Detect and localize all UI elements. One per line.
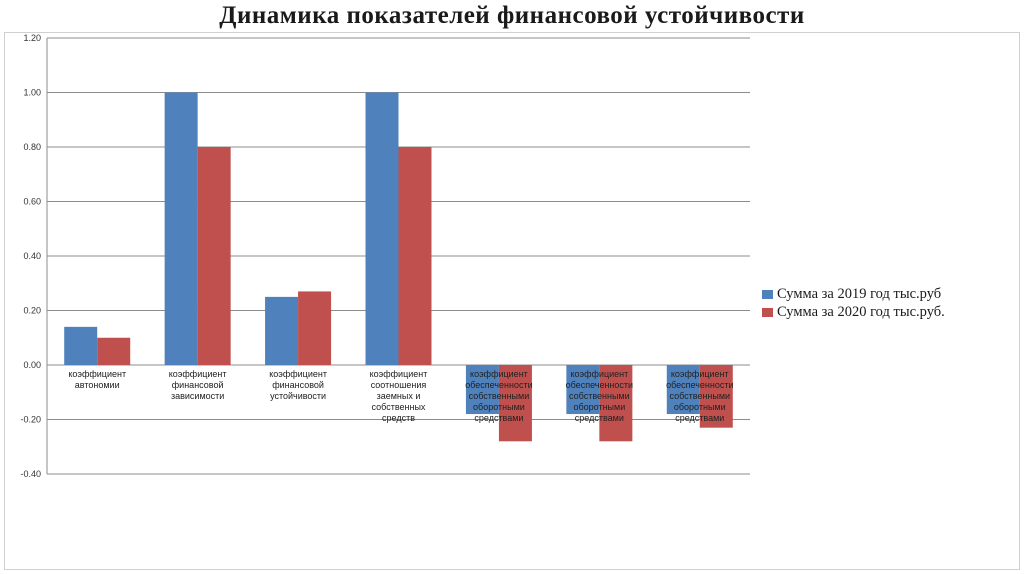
y-tick-label: -0.40: [20, 469, 41, 479]
bar-2020-cat-1: [97, 337, 131, 365]
bar-2019-cat-3: [265, 296, 299, 365]
y-tick-label: 1.00: [23, 88, 41, 98]
bar-2020-cat-7: [699, 365, 733, 428]
y-tick-label: 0.80: [23, 142, 41, 152]
legend-swatch-2019: [762, 289, 773, 299]
x-category-label: коэффициент финансовой зависимости: [169, 369, 227, 401]
legend-swatch-2020: [762, 307, 773, 317]
bar-2020-cat-6: [599, 365, 633, 442]
x-category-label: коэффициент соотношения заемных и собственн…: [370, 369, 428, 423]
bar-2019-cat-4: [365, 92, 399, 365]
y-tick-label: -0.20: [20, 415, 41, 425]
bar-2020-cat-2: [197, 147, 231, 365]
bar-2020-cat-5: [498, 365, 532, 442]
y-tick-label: 0.60: [23, 197, 41, 207]
bar-2020-cat-4: [398, 147, 432, 365]
bar-2019-cat-5: [465, 365, 499, 415]
bar-2020-cat-3: [298, 291, 332, 365]
legend-label-2020: Сумма за 2020 год тыс.руб.: [777, 303, 945, 320]
legend-item-2020: Сумма за 2020 год тыс.руб.: [762, 303, 945, 321]
bar-2019-cat-2: [164, 92, 198, 365]
chart-border: [4, 32, 1020, 570]
legend-label-2019: Сумма за 2019 год тыс.руб: [777, 285, 942, 302]
bar-2019-cat-6: [566, 365, 600, 415]
legend-item-2019: Сумма за 2019 год тыс.руб: [762, 285, 945, 303]
bar-2019-cat-1: [64, 326, 98, 365]
chart-legend: Сумма за 2019 год тыс.руб Сумма за 2020 …: [762, 285, 945, 321]
y-tick-label: 0.40: [23, 251, 41, 261]
y-tick-label: 0.00: [23, 360, 41, 370]
bar-2019-cat-7: [666, 365, 700, 415]
x-category-label: коэффициент обеспеченности собственными обо…: [666, 369, 733, 423]
x-category-label: коэффициент автономии: [68, 369, 126, 390]
y-tick-label: 1.20: [23, 33, 41, 43]
chart-title: Динамика показателей финансовой устойчив…: [219, 2, 805, 29]
x-category-label: коэффициент обеспеченности собственными обо…: [566, 369, 633, 423]
x-category-label: коэффициент обеспеченности собственными обо…: [465, 369, 532, 423]
x-category-label: коэффициент финансовой устойчивости: [269, 369, 327, 401]
y-tick-label: 0.20: [23, 306, 41, 316]
